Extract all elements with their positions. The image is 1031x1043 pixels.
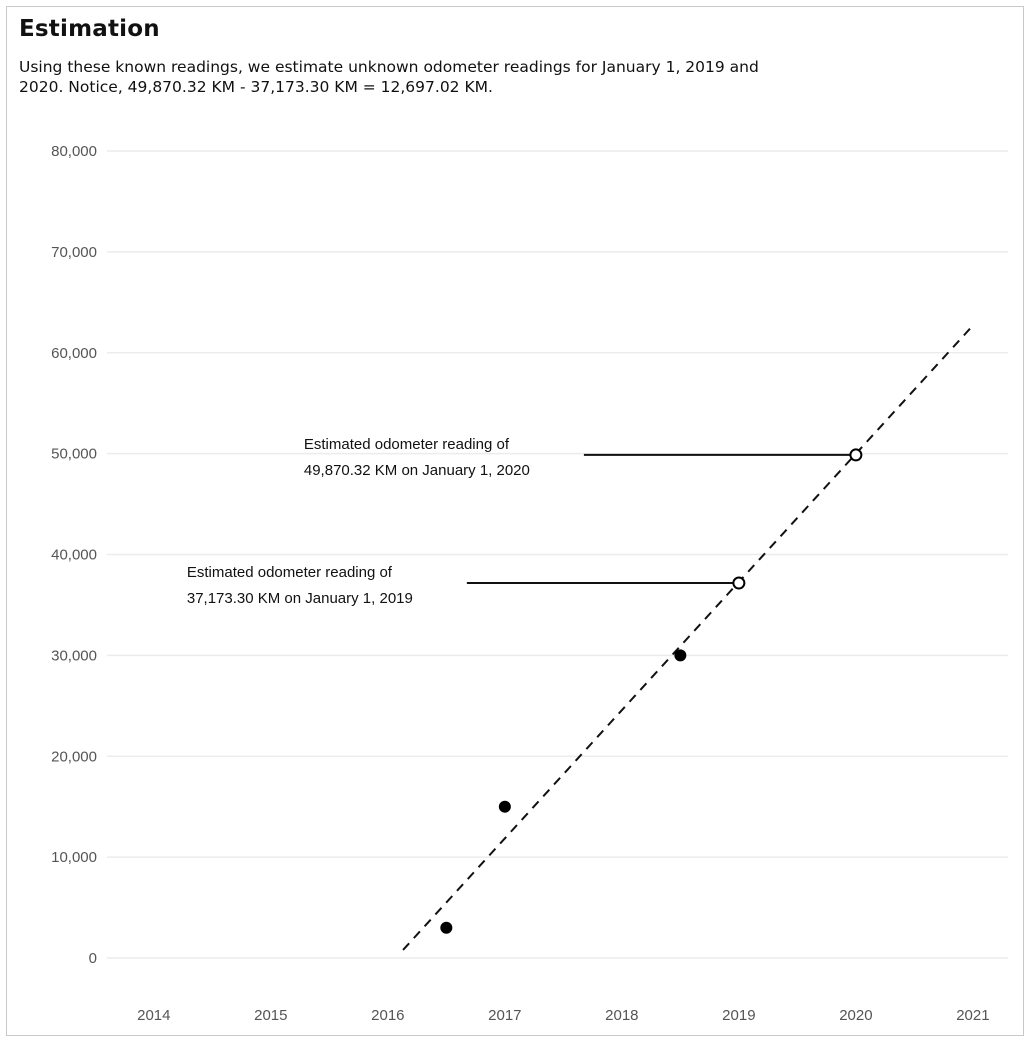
- y-tick-label: 50,000: [51, 446, 97, 463]
- estimated-reading-point: [732, 576, 746, 590]
- annotations: Estimated odometer reading of 37,173.30 K…: [187, 436, 850, 607]
- y-tick-label: 70,000: [51, 244, 97, 261]
- y-tick-label: 40,000: [51, 547, 97, 564]
- trend-line-group: [402, 324, 974, 951]
- data-points: [440, 448, 863, 934]
- y-tick-label: 30,000: [51, 647, 97, 664]
- grid-lines: [107, 150, 1008, 959]
- y-tick-label: 20,000: [51, 748, 97, 765]
- x-axis-ticks: 2014 2015 2016 2017 2018 2019 2020 2021: [137, 1007, 989, 1024]
- x-tick-label: 2015: [254, 1007, 287, 1024]
- y-tick-label: 10,000: [51, 849, 97, 866]
- x-tick-label: 2016: [371, 1007, 404, 1024]
- y-tick-label: 60,000: [51, 345, 97, 362]
- x-tick-label: 2020: [839, 1007, 872, 1024]
- chart-title: Estimation: [19, 16, 160, 42]
- chart-subtitle: Using these known readings, we estimate …: [19, 58, 759, 96]
- trend-line: [402, 324, 974, 951]
- known-reading-point: [674, 649, 687, 662]
- estimated-reading-point: [849, 448, 863, 462]
- y-axis-ticks: 0 10,000 20,000 30,000 40,000 50,000 60,000 70,…: [51, 143, 97, 967]
- known-reading-point: [440, 921, 453, 934]
- x-tick-label: 2017: [488, 1007, 521, 1024]
- y-tick-label: 80,000: [51, 143, 97, 160]
- x-tick-label: 2018: [605, 1007, 638, 1024]
- known-reading-point: [498, 800, 511, 813]
- annotation-label-line2: 49,870.32 KM on January 1, 2020: [304, 462, 530, 479]
- annotation-label-line2: 37,173.30 KM on January 1, 2019: [187, 590, 413, 607]
- chart-frame: [6, 6, 1024, 1036]
- x-tick-label: 2021: [956, 1007, 989, 1024]
- y-tick-label: 0: [89, 950, 97, 967]
- x-tick-label: 2019: [722, 1007, 755, 1024]
- annotation-label-line1: Estimated odometer reading of: [187, 564, 393, 581]
- annotation-label-line1: Estimated odometer reading of: [304, 436, 510, 453]
- x-tick-label: 2014: [137, 1007, 170, 1024]
